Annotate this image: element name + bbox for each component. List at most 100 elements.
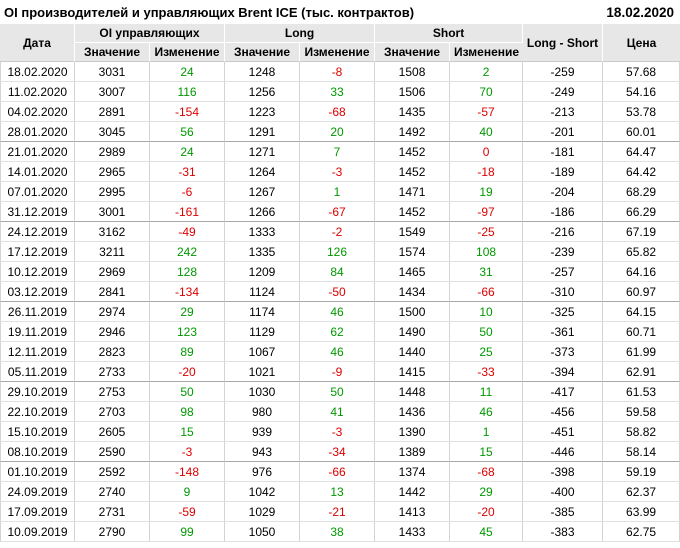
cell-date: 05.11.2019: [0, 362, 75, 382]
cell-long-short: -394: [523, 362, 604, 382]
cell-price: 61.99: [603, 342, 680, 362]
cell-date: 28.01.2020: [0, 122, 75, 142]
table-row: 05.11.2019 2733 -20 1021 -9 1415 -33 -394 62.91: [0, 362, 680, 382]
cell-price: 59.58: [603, 402, 680, 422]
cell-short-change: 25: [450, 342, 524, 362]
col-header-short-value: Значение: [375, 43, 451, 62]
cell-long-short: -239: [523, 242, 604, 262]
cell-short-value: 1506: [375, 82, 451, 102]
cell-oi-value: 3162: [75, 222, 150, 242]
cell-long-short: -400: [523, 482, 604, 502]
cell-long-short: -181: [523, 142, 604, 162]
col-header-price: Цена: [603, 24, 680, 62]
cell-long-change: -50: [300, 282, 376, 302]
cell-long-change: -3: [300, 162, 376, 182]
cell-short-value: 1500: [375, 302, 451, 322]
cell-short-value: 1389: [375, 442, 451, 462]
cell-long-value: 1029: [225, 502, 301, 522]
table-row: 28.01.2020 3045 56 1291 20 1492 40 -201 60.01: [0, 122, 680, 142]
cell-oi-value: 3001: [75, 202, 150, 222]
cell-oi-change: 29: [150, 302, 226, 322]
col-group-long: Long: [225, 24, 376, 43]
cell-oi-value: 2605: [75, 422, 150, 442]
cell-date: 26.11.2019: [0, 302, 75, 322]
cell-short-change: -68: [450, 462, 524, 482]
cell-long-change: -67: [300, 202, 376, 222]
cell-long-value: 1050: [225, 522, 301, 542]
cell-price: 60.01: [603, 122, 680, 142]
cell-short-change: -20: [450, 502, 524, 522]
cell-long-value: 1223: [225, 102, 301, 122]
cell-long-change: 7: [300, 142, 376, 162]
cell-short-value: 1452: [375, 162, 451, 182]
cell-short-value: 1374: [375, 462, 451, 482]
cell-long-value: 1129: [225, 322, 301, 342]
cell-short-value: 1413: [375, 502, 451, 522]
cell-oi-value: 2891: [75, 102, 150, 122]
cell-long-value: 1266: [225, 202, 301, 222]
cell-long-change: 38: [300, 522, 376, 542]
cell-long-value: 1335: [225, 242, 301, 262]
cell-price: 63.99: [603, 502, 680, 522]
cell-long-change: 62: [300, 322, 376, 342]
table-row: 01.10.2019 2592 -148 976 -66 1374 -68 -398 59.19: [0, 462, 680, 482]
cell-long-short: -204: [523, 182, 604, 202]
cell-long-short: -451: [523, 422, 604, 442]
table-row: 04.02.2020 2891 -154 1223 -68 1435 -57 -213 53.7…: [0, 102, 680, 122]
cell-long-change: -3: [300, 422, 376, 442]
cell-date: 04.02.2020: [0, 102, 75, 122]
cell-short-value: 1436: [375, 402, 451, 422]
cell-price: 62.91: [603, 362, 680, 382]
cell-price: 65.82: [603, 242, 680, 262]
cell-long-value: 1333: [225, 222, 301, 242]
cell-date: 17.12.2019: [0, 242, 75, 262]
col-header-oi-value: Значение: [75, 43, 150, 62]
cell-long-value: 943: [225, 442, 301, 462]
cell-date: 03.12.2019: [0, 282, 75, 302]
cell-date: 10.12.2019: [0, 262, 75, 282]
report-date: 18.02.2020: [606, 5, 674, 20]
cell-date: 31.12.2019: [0, 202, 75, 222]
cell-short-change: 11: [450, 382, 524, 402]
cell-oi-change: -3: [150, 442, 226, 462]
col-header-long-value: Значение: [225, 43, 301, 62]
cell-oi-change: -31: [150, 162, 226, 182]
cell-long-change: 33: [300, 82, 376, 102]
cell-price: 66.29: [603, 202, 680, 222]
cell-long-change: -8: [300, 62, 376, 82]
cell-long-change: 50: [300, 382, 376, 402]
cell-oi-change: 116: [150, 82, 226, 102]
cell-short-value: 1452: [375, 202, 451, 222]
cell-long-short: -189: [523, 162, 604, 182]
cell-long-short: -201: [523, 122, 604, 142]
cell-long-change: 84: [300, 262, 376, 282]
cell-oi-value: 3045: [75, 122, 150, 142]
cell-short-value: 1492: [375, 122, 451, 142]
cell-short-change: 19: [450, 182, 524, 202]
cell-price: 57.68: [603, 62, 680, 82]
table-row: 22.10.2019 2703 98 980 41 1436 46 -456 59.58: [0, 402, 680, 422]
cell-short-value: 1448: [375, 382, 451, 402]
cell-oi-change: -59: [150, 502, 226, 522]
cell-price: 64.15: [603, 302, 680, 322]
cell-oi-change: 56: [150, 122, 226, 142]
cell-date: 21.01.2020: [0, 142, 75, 162]
cell-oi-value: 2740: [75, 482, 150, 502]
cell-long-short: -361: [523, 322, 604, 342]
cell-long-value: 1067: [225, 342, 301, 362]
cell-oi-value: 3007: [75, 82, 150, 102]
cell-oi-value: 2995: [75, 182, 150, 202]
cell-long-short: -325: [523, 302, 604, 322]
cell-long-change: 13: [300, 482, 376, 502]
table-row: 29.10.2019 2753 50 1030 50 1448 11 -417 61.53: [0, 382, 680, 402]
table-row: 03.12.2019 2841 -134 1124 -50 1434 -66 -310 60.9…: [0, 282, 680, 302]
cell-oi-change: 128: [150, 262, 226, 282]
cell-long-value: 1271: [225, 142, 301, 162]
table-row: 12.11.2019 2823 89 1067 46 1440 25 -373 61.99: [0, 342, 680, 362]
cell-short-change: 10: [450, 302, 524, 322]
cell-date: 14.01.2020: [0, 162, 75, 182]
table-row: 15.10.2019 2605 15 939 -3 1390 1 -451 58.82: [0, 422, 680, 442]
table-header: Дата OI управляющих Long Short Long - Sh…: [0, 24, 680, 62]
cell-oi-change: -148: [150, 462, 226, 482]
